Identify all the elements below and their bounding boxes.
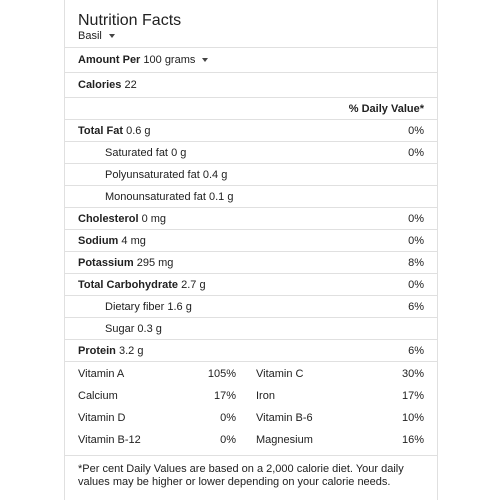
nutrient-value: 3.2 g xyxy=(118,344,144,357)
nutrient-row-protein: Protein 3.2 g 6% xyxy=(65,339,437,361)
vitamin-name: Vitamin A xyxy=(78,368,125,380)
calories-value: 22 xyxy=(124,78,137,91)
nutrient-label: Sodium xyxy=(78,234,119,247)
vitamin-name: Vitamin D xyxy=(78,412,126,424)
nutrient-value: 4 mg xyxy=(121,234,146,247)
nutrient-row-cholesterol: Cholesterol 0 mg 0% xyxy=(65,207,437,229)
vitamin-cell: Vitamin D 0% xyxy=(65,412,245,424)
nutrient-percent: 6% xyxy=(408,344,424,357)
vitamin-name: Vitamin B-12 xyxy=(78,434,141,446)
vitamin-row: Vitamin D 0% Vitamin B-6 10% xyxy=(65,407,437,429)
nutrient-row-sodium: Sodium 4 mg 0% xyxy=(65,229,437,251)
food-selector[interactable]: Basil xyxy=(78,30,115,42)
nutrient-row-potassium: Potassium 295 mg 8% xyxy=(65,251,437,273)
nutrient-percent: 8% xyxy=(408,256,424,269)
vitamin-name: Iron xyxy=(256,390,275,402)
vitamin-name: Calcium xyxy=(78,390,118,402)
nutrient-label: Potassium xyxy=(78,256,134,269)
vitamin-cell: Calcium 17% xyxy=(65,390,245,402)
nutrient-label: Saturated fat xyxy=(105,146,168,159)
calories-label: Calories xyxy=(78,78,122,91)
vitamin-cell: Iron 17% xyxy=(245,390,437,402)
nutrient-value: 0 mg xyxy=(141,212,167,225)
nutrient-label: Total Fat xyxy=(78,124,124,137)
nutrient-value: 1.6 g xyxy=(167,300,192,313)
vitamin-percent: 30% xyxy=(401,368,424,380)
vitamin-percent: 16% xyxy=(401,434,424,446)
vitamin-row: Calcium 17% Iron 17% xyxy=(65,385,437,407)
dropdown-caret-icon xyxy=(108,34,115,38)
amount-label: Amount Per xyxy=(78,53,141,66)
vitamin-name: Vitamin B-6 xyxy=(256,412,313,424)
nutrient-row-monounsaturated-fat: Monounsaturated fat 0.1 g xyxy=(65,185,437,207)
vitamin-row: Vitamin B-12 0% Magnesium 16% xyxy=(65,429,437,451)
nutrient-label: Cholesterol xyxy=(78,212,139,225)
vitamin-cell: Magnesium 16% xyxy=(245,434,437,446)
vitamin-percent: 0% xyxy=(220,412,236,424)
vitamin-cell: Vitamin C 30% xyxy=(245,368,437,380)
nutrient-value: 0.6 g xyxy=(126,124,151,137)
daily-value-header: % Daily Value* xyxy=(65,97,437,119)
nutrient-row-sugar: Sugar 0.3 g xyxy=(65,317,437,339)
nutrient-percent: 0% xyxy=(408,212,424,225)
nutrient-percent: 0% xyxy=(408,124,424,137)
vitamin-percent: 105% xyxy=(207,368,236,380)
nutrient-value: 0 g xyxy=(171,146,187,159)
vitamins-divider xyxy=(65,361,437,362)
nutrient-value: 0.4 g xyxy=(202,168,228,181)
nutrient-percent: 6% xyxy=(408,300,424,313)
nutrient-label: Protein xyxy=(78,344,116,357)
vitamin-name: Vitamin C xyxy=(256,368,304,380)
calories-row: Calories 22 xyxy=(65,72,437,96)
nutrient-label: Dietary fiber xyxy=(105,300,165,313)
vitamin-cell: Vitamin A 105% xyxy=(65,368,245,380)
daily-value-heading: % Daily Value* xyxy=(348,102,424,115)
nutrient-value: 295 mg xyxy=(136,256,174,269)
vitamin-cell: Vitamin B-6 10% xyxy=(245,412,437,424)
daily-value-footnote: *Per cent Daily Values are based on a 2,… xyxy=(65,455,437,489)
nutrient-label: Polyunsaturated fat xyxy=(105,168,200,181)
nutrient-row-total-fat: Total Fat 0.6 g 0% xyxy=(65,119,437,141)
nutrient-value: 0.3 g xyxy=(137,322,162,335)
nutrient-value: 2.7 g xyxy=(181,278,206,291)
vitamin-percent: 0% xyxy=(220,434,236,446)
nutrition-facts-panel: Nutrition Facts Basil Amount Per 100 gra… xyxy=(64,0,438,500)
vitamin-cell: Vitamin B-12 0% xyxy=(65,434,245,446)
amount-value: 100 grams xyxy=(143,53,196,66)
vitamin-name: Magnesium xyxy=(256,434,313,446)
nutrient-label: Monounsaturated fat xyxy=(105,190,206,203)
nutrient-value: 0.1 g xyxy=(208,190,234,203)
nutrient-percent: 0% xyxy=(408,278,424,291)
nutrient-label: Total Carbohydrate xyxy=(78,278,179,291)
nutrient-percent: 0% xyxy=(408,146,424,159)
vitamin-percent: 17% xyxy=(401,390,424,402)
nutrient-label: Sugar xyxy=(105,322,135,335)
dropdown-caret-icon xyxy=(202,57,209,62)
nutrient-row-dietary-fiber: Dietary fiber 1.6 g 6% xyxy=(65,295,437,317)
nutrient-row-total-carbohydrate: Total Carbohydrate 2.7 g 0% xyxy=(65,273,437,295)
nutrient-row-saturated-fat: Saturated fat 0 g 0% xyxy=(65,141,437,163)
vitamin-row: Vitamin A 105% Vitamin C 30% xyxy=(65,363,437,385)
nutrient-row-polyunsaturated-fat: Polyunsaturated fat 0.4 g xyxy=(65,163,437,185)
nutrient-percent: 0% xyxy=(408,234,424,247)
vitamin-percent: 17% xyxy=(213,390,236,402)
panel-title: Nutrition Facts xyxy=(78,12,182,29)
serving-size-selector[interactable]: Amount Per 100 grams xyxy=(65,47,437,71)
vitamin-percent: 10% xyxy=(401,412,424,424)
food-name: Basil xyxy=(78,30,102,42)
